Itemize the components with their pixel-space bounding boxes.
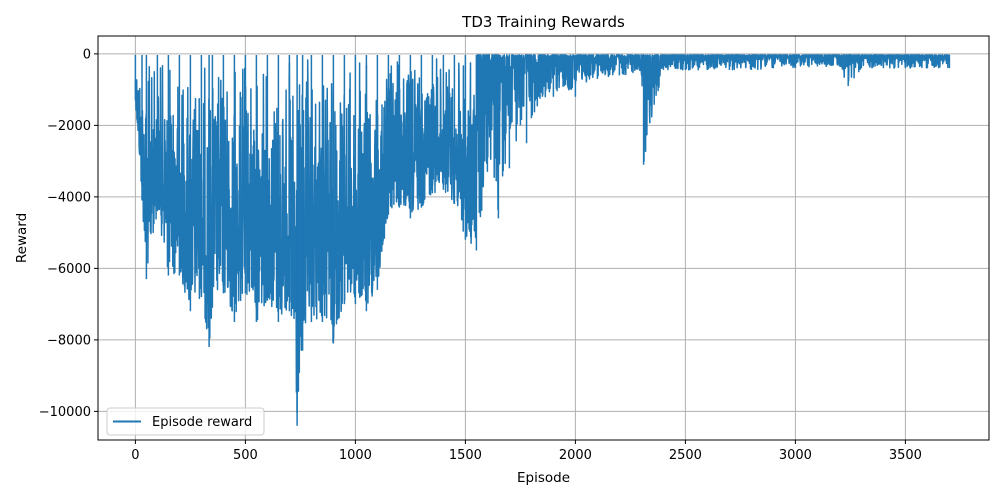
axis-ticks: 0 500 1000 1500 2000 2500 3000 3500 0 −2000 −4000 −… (39, 47, 922, 463)
chart-title: TD3 Training Rewards (461, 13, 625, 31)
x-tick-label: 0 (131, 448, 139, 463)
y-tick-label: −10000 (39, 405, 91, 420)
x-tick-label: 3000 (779, 448, 812, 463)
y-tick-label: −6000 (47, 262, 91, 277)
y-axis-label: Reward (14, 213, 30, 263)
y-tick-label: −2000 (47, 119, 91, 134)
x-tick-label: 500 (233, 448, 258, 463)
series-episode-reward (134, 54, 951, 426)
plot-frame (97, 35, 990, 441)
legend: Episode reward (106, 407, 265, 436)
legend-entry: Episode reward (152, 415, 252, 430)
x-axis-label: Episode (517, 470, 570, 486)
x-tick-label: 2500 (669, 448, 702, 463)
y-tick-label: −4000 (47, 190, 91, 205)
y-tick-label: −8000 (47, 333, 91, 348)
x-tick-label: 1000 (339, 448, 372, 463)
x-tick-label: 3500 (889, 448, 922, 463)
legend-box (106, 407, 265, 436)
y-tick-label: 0 (83, 47, 91, 62)
x-tick-label: 1500 (449, 448, 482, 463)
x-tick-label: 2000 (559, 448, 592, 463)
